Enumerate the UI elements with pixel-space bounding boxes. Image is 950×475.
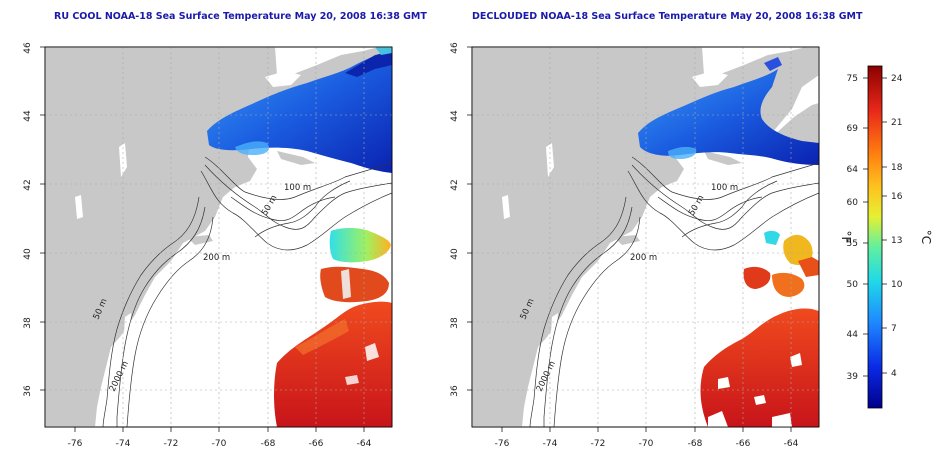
lon-tick: -74 [116, 439, 131, 449]
lat-tick: 40 [450, 248, 460, 260]
lon-tick: -72 [164, 439, 179, 449]
right-map: 100 m 50 m 200 m 2000 m 50 m 46 44 42 40… [450, 42, 820, 449]
colorbar-c-tick: 21 [891, 118, 902, 128]
colorbar-f-tick: 64 [847, 165, 859, 175]
colorbar-f-tick: 39 [847, 372, 859, 382]
lat-tick: 40 [23, 248, 33, 260]
lon-tick: -68 [261, 439, 276, 449]
colorbar-c-tick: 24 [891, 74, 903, 84]
contour-label-200m: 200 m [630, 253, 657, 263]
lon-tick: -70 [639, 439, 654, 449]
lon-tick: -76 [68, 439, 83, 449]
lon-tick: -64 [784, 439, 799, 449]
lat-tick: 36 [23, 385, 33, 397]
lat-tick: 38 [450, 317, 460, 329]
mid-temp-patch [329, 228, 391, 263]
lon-tick: -76 [495, 439, 510, 449]
colorbar: 75 69 64 60 55 50 44 39 24 21 18 16 13 1… [839, 65, 933, 409]
lat-tick: 46 [450, 42, 460, 54]
colorbar-c-tick: 4 [891, 369, 897, 379]
colorbar-c-tick: 7 [891, 324, 897, 334]
contour-label-100m: 100 m [711, 183, 738, 193]
colorbar-gradient [867, 65, 883, 409]
contour-label-200m: 200 m [203, 253, 230, 263]
colorbar-f-unit: °F [839, 231, 853, 244]
lat-tick: 44 [23, 110, 33, 122]
warm-water-patch [274, 301, 392, 427]
lat-tick: 44 [450, 110, 460, 122]
lat-tick: 42 [450, 179, 460, 190]
lon-tick: -72 [591, 439, 606, 449]
colorbar-f-tick: 55 [847, 239, 858, 249]
warm-water-patch [700, 308, 819, 427]
lat-tick: 42 [23, 179, 33, 190]
cold-water-patch [638, 69, 819, 165]
colorbar-f-tick: 60 [847, 198, 859, 208]
lon-tick: -70 [212, 439, 227, 449]
right-map-title: DECLOUDED NOAA-18 Sea Surface Temperatur… [472, 11, 863, 22]
lon-tick: -74 [543, 439, 558, 449]
colorbar-c-unit: °C [919, 230, 933, 244]
lon-tick: -64 [357, 439, 372, 449]
mid-temp-patch [783, 234, 813, 265]
left-map-title: RU COOL NOAA-18 Sea Surface Temperature … [54, 11, 427, 22]
left-map: 100 m 50 m 200 m 2000 m 50 m 46 44 42 40… [23, 42, 393, 449]
lon-tick: -68 [688, 439, 703, 449]
colorbar-c-tick: 13 [891, 236, 902, 246]
colorbar-f-tick: 50 [847, 280, 859, 290]
lon-tick: -66 [736, 439, 751, 449]
colorbar-c-tick: 16 [891, 192, 903, 202]
colorbar-f-tick: 75 [847, 74, 858, 84]
lat-tick: 38 [23, 317, 33, 329]
colorbar-f-tick: 69 [847, 124, 859, 134]
lat-tick: 46 [23, 42, 33, 54]
colorbar-f-tick: 44 [847, 330, 859, 340]
colorbar-c-tick: 10 [891, 280, 903, 290]
lat-tick: 36 [450, 385, 460, 397]
lon-tick: -66 [309, 439, 324, 449]
contour-label-100m: 100 m [284, 183, 311, 193]
colorbar-c-tick: 18 [891, 163, 903, 173]
